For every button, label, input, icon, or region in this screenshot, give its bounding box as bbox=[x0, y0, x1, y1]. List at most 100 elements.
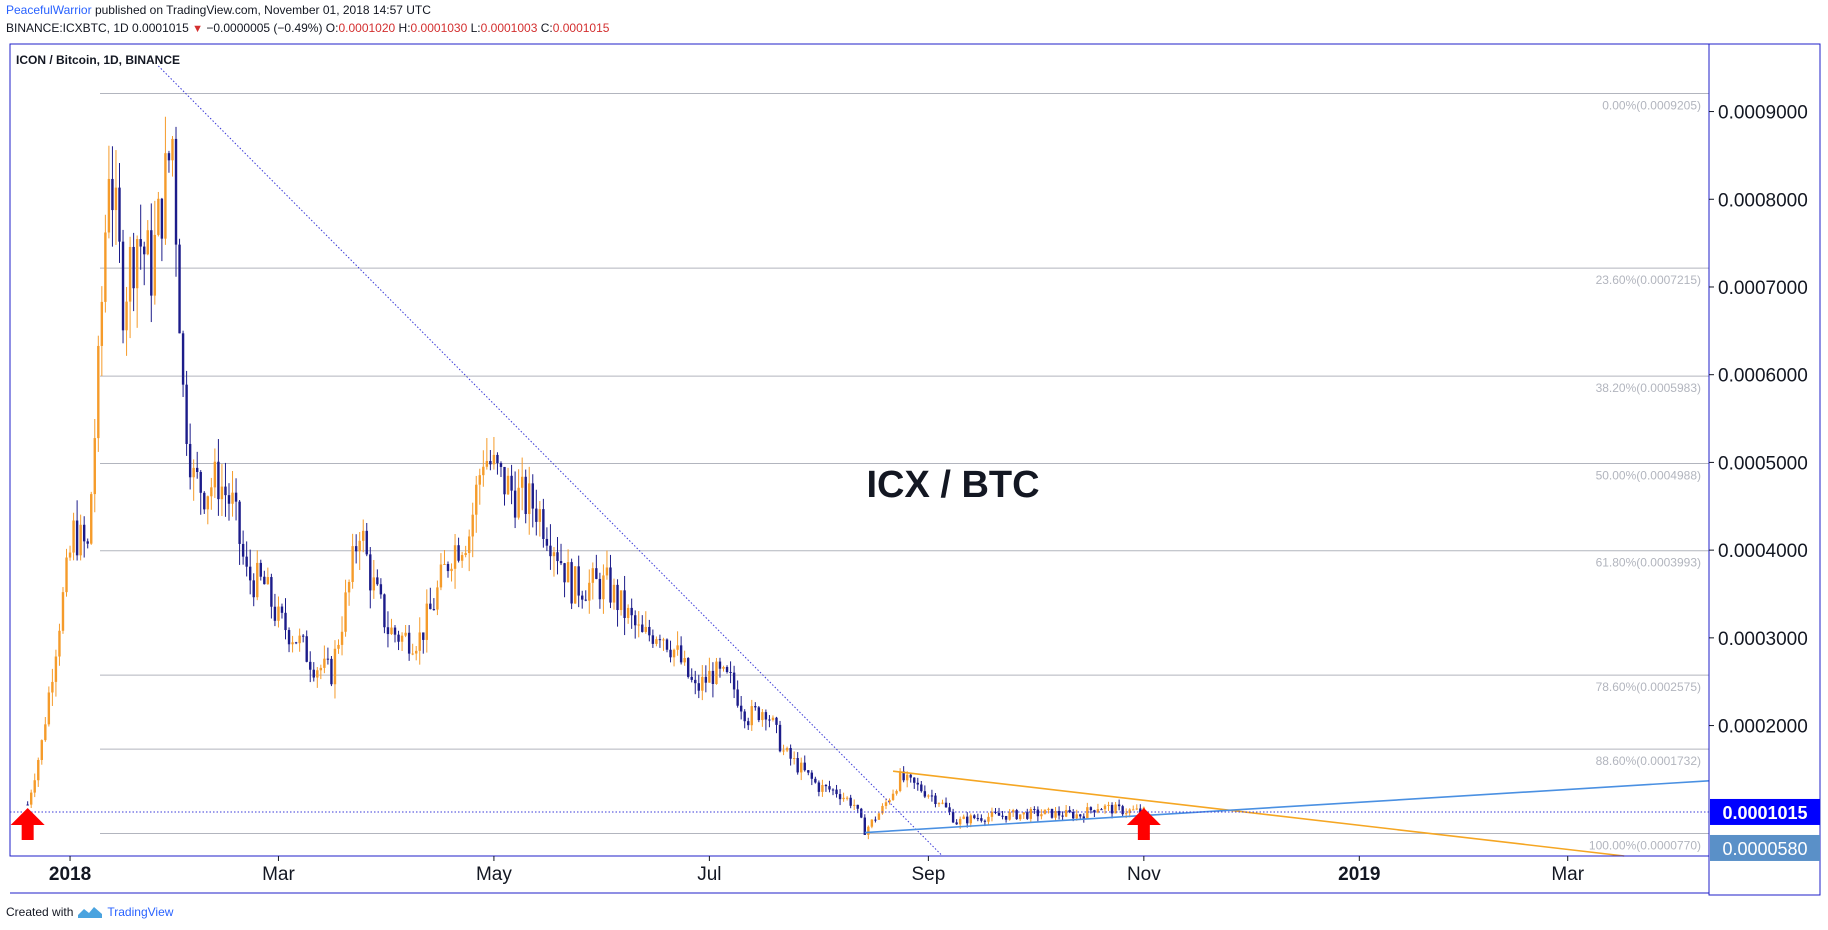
chart-title: ICON / Bitcoin, 1D, BINANCE bbox=[16, 53, 180, 67]
candle-body bbox=[955, 822, 958, 825]
candle-body bbox=[97, 345, 100, 439]
candle-body bbox=[400, 635, 404, 642]
candle-body bbox=[983, 820, 987, 822]
candle-body bbox=[75, 520, 79, 556]
candle-body bbox=[1103, 805, 1107, 810]
candle-body bbox=[224, 486, 227, 496]
price-tick-label: 0.0005000 bbox=[1718, 453, 1808, 474]
candle-body bbox=[376, 577, 379, 585]
price-axis[interactable]: 0.0009000 0.0008000 0.0007000 0.0006000 0.00… bbox=[1709, 103, 1808, 738]
time-tick-label: May bbox=[476, 864, 512, 885]
candle-body bbox=[337, 644, 340, 649]
candle-body bbox=[701, 676, 704, 691]
candle-body bbox=[722, 666, 725, 669]
candle-body bbox=[245, 556, 248, 567]
candle-body bbox=[535, 508, 538, 522]
candle-body bbox=[817, 782, 821, 792]
candle-body bbox=[704, 676, 708, 683]
candle-body bbox=[973, 815, 976, 819]
candle-body bbox=[309, 661, 312, 670]
candle-body bbox=[997, 812, 1001, 816]
fib-level-label: 78.60%(0.0002575) bbox=[1596, 680, 1701, 694]
candle-body bbox=[135, 239, 139, 289]
candle-body bbox=[672, 649, 676, 658]
candle-body bbox=[549, 545, 552, 557]
time-tick-label: 2019 bbox=[1338, 864, 1380, 885]
candle-body bbox=[708, 670, 711, 683]
publish-info: PeacefulWarrior published on TradingView… bbox=[6, 3, 431, 17]
candle-body bbox=[1057, 810, 1061, 816]
trendlines[interactable] bbox=[10, 65, 1710, 857]
candle-body bbox=[867, 826, 870, 835]
candle-body bbox=[718, 661, 722, 669]
candle-body bbox=[623, 590, 626, 618]
price-labels: 0.0001015 0.0000580 bbox=[1710, 798, 1820, 861]
candle-body bbox=[1086, 807, 1089, 819]
resistance-trendline bbox=[892, 770, 1625, 857]
price-tick-label: 0.0009000 bbox=[1718, 103, 1808, 124]
fibonacci-retracement[interactable]: 0.00%(0.0009205) 23.60%(0.0007215) 38.20%(… bbox=[100, 93, 1709, 853]
price-change: −0.0000005 (−0.49%) bbox=[206, 21, 323, 35]
candle-body bbox=[1029, 808, 1033, 819]
candle-body bbox=[1124, 813, 1128, 815]
tradingview-link[interactable]: TradingView bbox=[107, 905, 174, 919]
candle-body bbox=[513, 490, 517, 518]
candle-body bbox=[347, 581, 351, 593]
annotation-text[interactable]: ICX / BTC bbox=[866, 464, 1039, 506]
candle-body bbox=[54, 656, 58, 682]
candle-body bbox=[898, 771, 902, 791]
candle-body bbox=[118, 187, 121, 242]
candle-body bbox=[842, 797, 845, 800]
candle-body bbox=[602, 575, 605, 600]
candle-body bbox=[457, 545, 460, 561]
candle-body bbox=[732, 672, 736, 690]
candle-body bbox=[192, 467, 195, 478]
candle-body bbox=[475, 484, 478, 515]
candle-body bbox=[930, 795, 934, 797]
candle-body bbox=[157, 198, 160, 235]
candle-body bbox=[256, 562, 259, 598]
time-tick-label: 2018 bbox=[49, 864, 91, 885]
candle-body bbox=[662, 639, 665, 641]
candle-body bbox=[1054, 810, 1057, 818]
candle-body bbox=[962, 816, 965, 819]
candle-body bbox=[524, 476, 527, 515]
candle-body bbox=[888, 799, 891, 803]
price-tick-label: 0.0007000 bbox=[1718, 278, 1808, 299]
candle-body bbox=[920, 784, 923, 792]
candle-body bbox=[792, 758, 796, 760]
candle-body bbox=[1026, 812, 1029, 819]
candle-body bbox=[340, 631, 344, 645]
buy-arrow-nov-2018-icon bbox=[1126, 808, 1161, 840]
candle-body bbox=[238, 501, 241, 544]
candle-body bbox=[581, 595, 584, 600]
candle-body bbox=[496, 454, 499, 464]
candle-body bbox=[1015, 810, 1018, 820]
candle-body bbox=[570, 562, 573, 604]
fib-level-label: 61.80%(0.0003993) bbox=[1596, 556, 1701, 570]
time-axis[interactable]: 2018 Mar May Jul Sep Nov 2019 Mar bbox=[49, 856, 1585, 885]
candle-body bbox=[234, 492, 238, 502]
candle-body bbox=[913, 777, 916, 783]
close-value: 0.0001015 bbox=[552, 21, 610, 35]
candle-body bbox=[761, 712, 764, 721]
candle-body bbox=[528, 483, 531, 515]
candle-body bbox=[1061, 815, 1064, 817]
candle-body bbox=[545, 538, 549, 546]
candle-body bbox=[531, 483, 534, 509]
author-link[interactable]: PeacefulWarrior bbox=[6, 3, 92, 17]
candle-body bbox=[694, 679, 697, 684]
candle-body bbox=[976, 818, 980, 820]
candle-body bbox=[644, 626, 648, 632]
fib-level-label: 100.00%(0.0000770) bbox=[1589, 838, 1701, 852]
candle-body bbox=[877, 813, 881, 820]
candle-body bbox=[754, 706, 757, 708]
candle-body bbox=[1064, 809, 1068, 817]
candle-body bbox=[778, 724, 782, 752]
candle-body bbox=[916, 782, 919, 785]
candle-body bbox=[143, 246, 146, 255]
candle-body bbox=[828, 786, 831, 790]
candle-body bbox=[1071, 811, 1075, 819]
plot-frame bbox=[9, 43, 1710, 857]
